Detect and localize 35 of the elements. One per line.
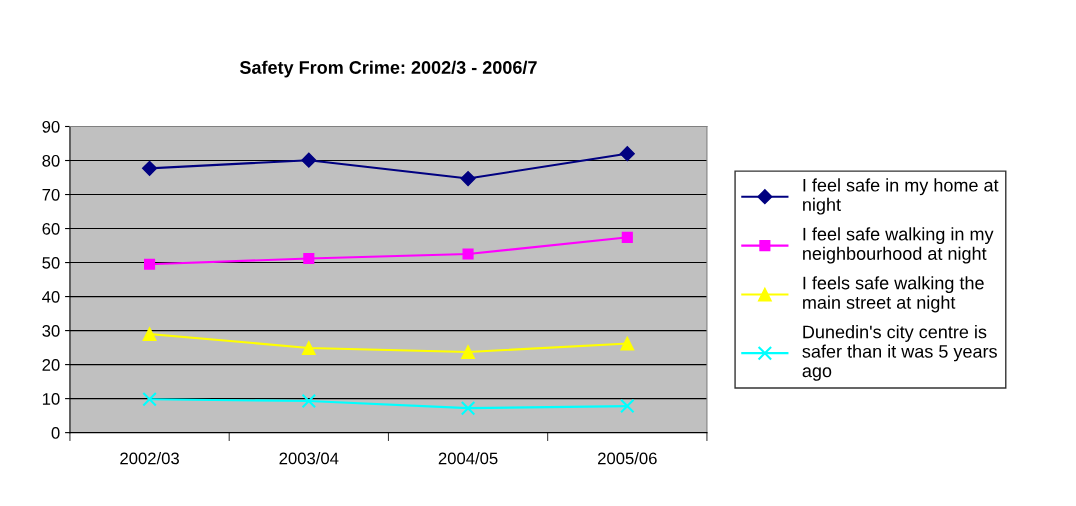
chart-title: Safety From Crime: 2002/3 - 2006/7 [239, 60, 537, 78]
y-tick-label: 80 [42, 154, 60, 167]
x-tick-label: 2004/05 [438, 452, 498, 465]
legend-label: I feel safe in my home at night [803, 178, 999, 215]
point [301, 393, 317, 409]
x-tick-label: 2005/06 [598, 452, 657, 465]
point [620, 336, 635, 351]
point [460, 400, 476, 416]
point [142, 392, 157, 407]
legend-label: Dunedin's city centre is safer than it was 5 years ago [802, 325, 997, 381]
legend-label: I feel safe walking in my neighbourhood at night [803, 227, 994, 264]
point [461, 345, 476, 359]
y-tick-label: 90 [42, 120, 60, 133]
point [301, 340, 316, 355]
point [301, 152, 317, 168]
x-tick-label: 2002/03 [120, 452, 179, 465]
point [144, 258, 156, 270]
y-tick-label: 60 [42, 222, 60, 235]
y-tick-label: 30 [42, 324, 60, 337]
point [619, 146, 635, 162]
y-tick-label: 10 [42, 393, 60, 405]
y-tick-label: 0 [51, 427, 60, 439]
point [621, 231, 633, 243]
point [460, 170, 476, 187]
point [141, 160, 158, 176]
y-tick-label: 50 [42, 256, 60, 269]
y-tick-label: 70 [42, 188, 60, 201]
point [620, 398, 635, 414]
point [303, 252, 315, 265]
y-tick-label: 20 [42, 359, 60, 371]
point [462, 248, 474, 260]
legend-label: I feels safe walking the main street at night [803, 276, 984, 313]
point [142, 327, 157, 341]
x-tick-label: 2003/04 [279, 452, 339, 465]
y-tick-label: 40 [42, 290, 60, 303]
